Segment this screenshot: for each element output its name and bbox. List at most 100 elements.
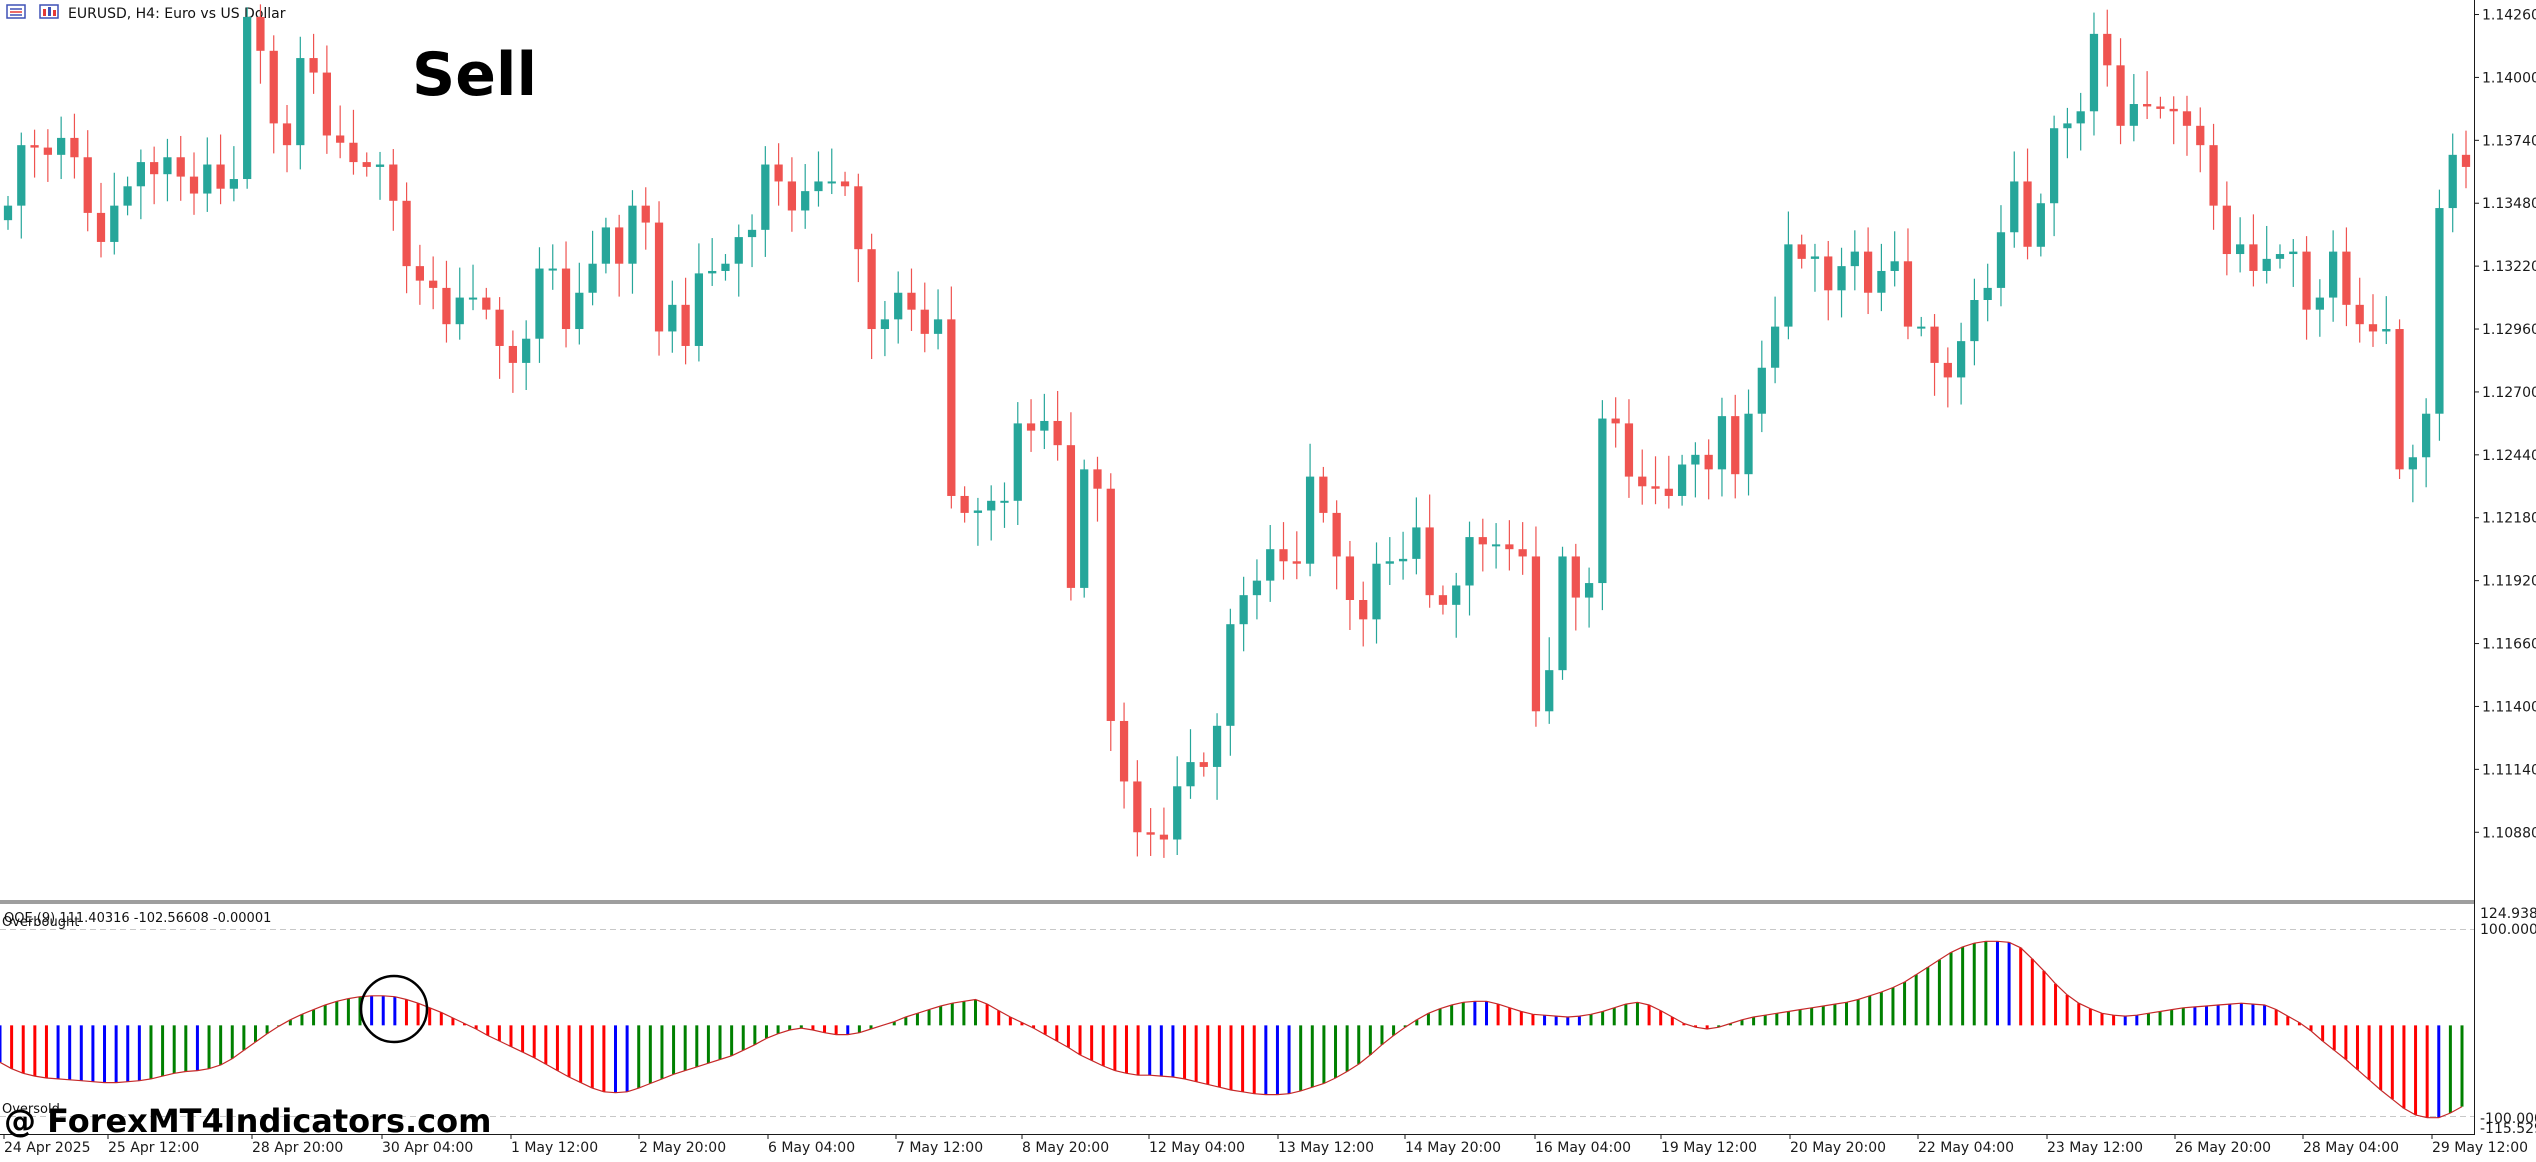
candle	[1824, 240, 1833, 321]
candle	[229, 146, 238, 202]
candle	[1159, 807, 1169, 858]
candle	[2222, 181, 2231, 276]
candle	[1226, 608, 1235, 756]
candle	[1398, 531, 1408, 580]
candle-body	[2289, 251, 2298, 255]
candle-body	[1531, 556, 1541, 712]
candle	[588, 230, 597, 306]
candle	[2262, 225, 2271, 284]
candle-body	[960, 495, 969, 513]
price-axis-label: 1.12440	[2482, 448, 2536, 464]
candle-body	[1956, 341, 1966, 378]
candle	[1133, 760, 1142, 857]
candle-body	[1239, 595, 1248, 625]
chart-menu-icon[interactable]	[6, 4, 26, 19]
candle	[2182, 95, 2192, 156]
candle	[2355, 277, 2364, 343]
pane-separator[interactable]	[0, 900, 2474, 904]
candle	[2169, 96, 2178, 145]
candle-body	[694, 273, 704, 346]
candle	[960, 486, 969, 523]
candle-body	[455, 297, 464, 325]
candle-body	[1877, 270, 1886, 293]
price-axis: 1.14260 1.14000 1.13740 1.13480 1.13220 1.129…	[2474, 8, 2536, 841]
candle	[1850, 230, 1859, 291]
candle-body	[1425, 527, 1434, 596]
candle-body	[1478, 537, 1487, 545]
candle-body	[1080, 469, 1089, 588]
candle-body	[601, 227, 611, 264]
candle-body	[1412, 527, 1421, 559]
candle	[1106, 473, 1115, 751]
candle	[973, 497, 983, 546]
candle-body	[1664, 488, 1673, 496]
candle-body	[920, 309, 929, 334]
candle	[1810, 243, 1820, 292]
bar-chart-icon[interactable]	[39, 4, 59, 19]
candle-body	[2023, 181, 2032, 247]
candle-body	[681, 304, 690, 346]
candle-body	[1226, 624, 1235, 726]
candle-body	[1026, 423, 1036, 431]
candle	[2448, 133, 2457, 233]
time-axis-label: 23 May 12:00	[2047, 1140, 2143, 1156]
candle-body	[3, 205, 13, 221]
candle-body	[840, 181, 850, 187]
time-axis-label: 22 May 04:00	[1918, 1140, 2014, 1156]
candle-body	[641, 205, 650, 223]
candle	[1305, 443, 1315, 577]
candle-body	[947, 319, 956, 496]
candle	[1624, 399, 1634, 498]
candle	[734, 224, 743, 297]
candle	[1053, 390, 1062, 461]
candle	[203, 137, 212, 212]
candle	[1890, 231, 1899, 287]
time-axis-label: 30 Apr 04:00	[382, 1140, 473, 1156]
candle-body	[1505, 544, 1514, 550]
candle-body	[482, 297, 491, 310]
candle-body	[1332, 512, 1341, 557]
candle	[1584, 567, 1594, 628]
candle	[628, 190, 637, 294]
candle	[2368, 294, 2378, 347]
indicator-oversold-value: -100.0000	[2480, 1111, 2536, 1127]
candle-body	[2089, 33, 2099, 112]
price-axis-label: 1.12700	[2482, 385, 2536, 401]
candle-body	[2249, 244, 2258, 271]
candle-body	[322, 72, 331, 136]
candle-body	[415, 266, 424, 281]
candle	[1452, 572, 1461, 638]
candle-body	[1146, 832, 1155, 835]
candle-body	[282, 123, 292, 146]
candle	[1266, 525, 1275, 602]
candle	[1691, 442, 1700, 498]
candle	[336, 105, 345, 159]
price-axis-label: 1.11140	[2482, 762, 2536, 778]
candle-body	[216, 164, 225, 189]
candle-body	[1691, 454, 1700, 465]
candle	[2329, 230, 2338, 322]
candle	[1571, 543, 1580, 631]
candle-body	[2209, 145, 2218, 206]
candle-body	[628, 205, 637, 264]
candle-body	[2395, 329, 2404, 470]
price-axis-label: 1.13480	[2482, 196, 2536, 212]
candle-body	[1159, 834, 1169, 840]
candle-body	[203, 164, 212, 194]
candle-body	[2408, 457, 2417, 470]
candle	[1239, 576, 1248, 652]
candle	[1611, 397, 1620, 448]
candle-body	[708, 270, 717, 274]
candle-body	[1000, 500, 1009, 503]
candle	[535, 247, 544, 363]
candle-body	[2156, 106, 2165, 109]
candle-body	[1093, 469, 1102, 489]
candle-body	[362, 162, 371, 167]
candle	[575, 262, 584, 345]
time-axis: 24 Apr 2025 25 Apr 12:00 28 Apr 20:00 30 Ap…	[3, 1134, 2528, 1156]
candle-body	[1970, 300, 1979, 342]
candle	[2116, 38, 2125, 145]
candle-body	[2448, 154, 2457, 209]
